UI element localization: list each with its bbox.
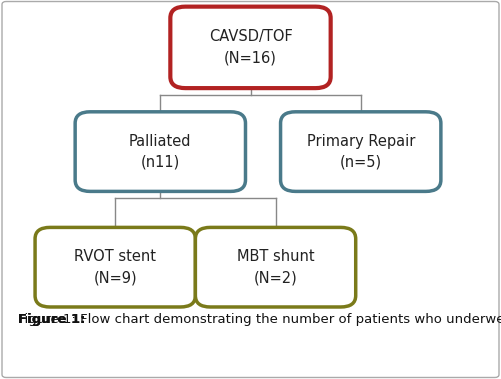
FancyBboxPatch shape (281, 112, 441, 191)
FancyBboxPatch shape (195, 227, 356, 307)
FancyBboxPatch shape (35, 227, 195, 307)
Text: MBT shunt
(N=2): MBT shunt (N=2) (237, 249, 314, 285)
FancyBboxPatch shape (170, 7, 331, 88)
Text: Figure 1: Flow chart demonstrating the number of patients who underwent palliati: Figure 1: Flow chart demonstrating the n… (18, 313, 501, 326)
Text: Palliated
(n11): Palliated (n11) (129, 134, 191, 169)
Text: Primary Repair
(n=5): Primary Repair (n=5) (307, 134, 415, 169)
Text: RVOT stent
(N=9): RVOT stent (N=9) (74, 249, 156, 285)
FancyBboxPatch shape (75, 112, 245, 191)
Text: CAVSD/TOF
(N=16): CAVSD/TOF (N=16) (208, 30, 293, 65)
Text: Figure 1:: Figure 1: (18, 313, 90, 326)
Text: Figure 1:: Figure 1: (18, 313, 90, 326)
